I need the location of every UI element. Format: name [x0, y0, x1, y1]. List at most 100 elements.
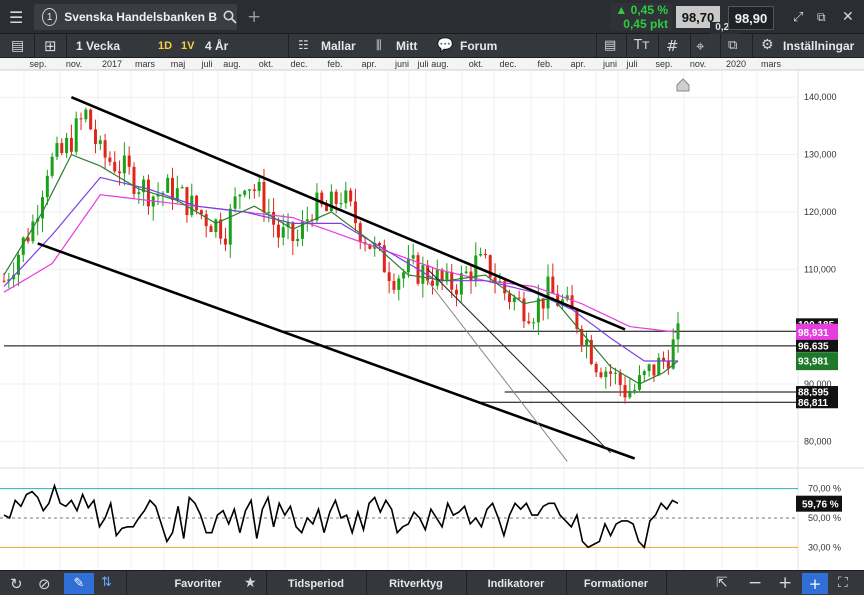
templates-icon[interactable]: ☷ — [298, 38, 309, 52]
bottom-divider — [366, 571, 367, 595]
formations-button[interactable]: Formationer — [583, 577, 649, 590]
ma-short-price-tag: 93,981 — [798, 357, 829, 368]
candle-body — [21, 237, 25, 255]
interval-select[interactable]: 1 Vecka — [76, 39, 121, 53]
candle-body — [353, 201, 357, 224]
candle-body — [291, 222, 295, 242]
expand-icon[interactable]: ⤢ — [793, 10, 804, 25]
zoom-out-icon[interactable]: − — [748, 573, 763, 593]
candle-body — [137, 192, 141, 194]
period-1d[interactable]: 1D — [158, 40, 173, 52]
gear-icon[interactable]: ⚙ — [761, 37, 774, 53]
scroll-marker[interactable] — [676, 78, 690, 92]
forum-button[interactable]: Forum — [460, 39, 498, 53]
bottom-divider — [266, 571, 267, 595]
legend-icon[interactable]: ▤ — [604, 38, 617, 53]
drawing-tools-button[interactable]: Ritverktyg — [389, 577, 443, 590]
candle-body — [373, 243, 377, 249]
candle-body — [440, 269, 444, 280]
indicator-bars-icon[interactable]: ⫼ — [376, 38, 382, 52]
x-tick-label: aug. — [431, 59, 449, 69]
zoom-fit-icon[interactable]: ⇱ — [716, 575, 728, 591]
fullscreen-icon[interactable]: ⛶ — [838, 575, 848, 591]
candle-body — [69, 137, 73, 152]
bid-price[interactable]: 98,70 — [676, 6, 720, 28]
candle-body — [257, 181, 261, 191]
sort-icon[interactable]: ⇅ — [101, 575, 112, 590]
candle-body — [508, 293, 511, 303]
star-icon[interactable]: ★ — [244, 575, 257, 591]
ask-price[interactable]: 98,90 — [728, 6, 774, 30]
moving-averages — [3, 153, 679, 385]
candle-body — [296, 238, 300, 242]
horizontal-levels[interactable] — [4, 330, 798, 403]
candle-body — [122, 155, 126, 174]
candle-body — [406, 258, 410, 273]
candle-body — [175, 188, 179, 200]
popout-icon[interactable]: ⧉ — [817, 10, 826, 24]
y-tick-label: 90,000 — [804, 379, 832, 389]
ma-long-price-tag: 98,931 — [798, 328, 829, 339]
timeperiod-button[interactable]: Tidsperiod — [287, 577, 345, 590]
x-tick-label: sep. — [29, 59, 46, 69]
favorites-button[interactable]: Favoriter — [174, 577, 222, 590]
period-4ar[interactable]: 4 År — [205, 39, 229, 53]
trendlines[interactable] — [37, 96, 636, 462]
grid-icon[interactable]: # — [666, 37, 679, 55]
candle-body — [599, 372, 603, 378]
chat-icon[interactable]: 💬 — [437, 38, 454, 53]
short-trend-2-line[interactable] — [427, 280, 568, 462]
short-trend-1-line[interactable] — [427, 268, 611, 454]
candle-body — [50, 156, 54, 176]
x-tick-label: okt. — [469, 59, 484, 69]
instrument-tab[interactable]: 1 Svenska Handelsbanken B — [34, 4, 237, 30]
candle-body — [585, 339, 589, 345]
candle-body — [613, 372, 617, 374]
refresh-icon[interactable]: ↻ — [10, 575, 23, 593]
indicators-button[interactable]: Indikatorer — [487, 577, 545, 590]
price-tags: 100,18598,93196,63593,98188,59586,81159,… — [796, 318, 842, 512]
candle-body — [483, 253, 487, 256]
crosshair-icon[interactable]: ⌖ — [696, 37, 705, 55]
x-tick-label: juli — [200, 59, 212, 69]
x-tick-label: apr. — [361, 59, 376, 69]
candle-body — [7, 279, 11, 282]
list-icon[interactable]: ▤ — [11, 38, 25, 54]
x-tick-label: mars — [135, 59, 155, 69]
chart-area[interactable]: sep. nov. 2017 mars maj juli aug. okt. dec. feb. a… — [0, 58, 864, 570]
x-tick-label: juli — [416, 59, 428, 69]
candle-body — [103, 140, 107, 158]
candle-body — [527, 321, 531, 324]
menu-icon[interactable]: ☰ — [9, 8, 24, 27]
candle-body — [171, 177, 174, 200]
period-1v[interactable]: 1V — [181, 40, 195, 52]
settings-button[interactable]: Inställningar — [783, 39, 855, 53]
candle-body — [315, 192, 319, 221]
candle-body — [570, 295, 574, 310]
toolbar-divider — [690, 34, 691, 57]
candle-body — [228, 208, 232, 245]
pencil-icon[interactable]: ✎ — [64, 573, 94, 594]
candle-body — [286, 222, 290, 228]
candle-body — [74, 118, 78, 152]
disable-icon[interactable]: ⊘ — [38, 575, 51, 593]
toolbar-divider — [596, 34, 597, 57]
font-size-icon[interactable]: Tт — [634, 38, 650, 53]
candle-body — [329, 191, 333, 212]
layout-icon[interactable]: ⊞ — [44, 37, 57, 55]
candle-body — [248, 189, 252, 191]
mine-button[interactable]: Mitt — [396, 39, 418, 53]
templates-button[interactable]: Mallar — [321, 39, 356, 53]
rsi-tick-label: 30,00 % — [808, 542, 841, 552]
close-icon[interactable]: ✕ — [842, 9, 854, 25]
copy-icon[interactable]: ⧉ — [728, 38, 738, 53]
candle-body — [93, 129, 97, 144]
plus-icon[interactable]: + — [247, 7, 262, 27]
toolbar-divider — [720, 34, 721, 57]
search-icon[interactable] — [223, 10, 237, 24]
lower-channel-line[interactable] — [37, 242, 636, 460]
upper-channel-line[interactable] — [70, 96, 626, 331]
zoom-in-icon[interactable]: + — [778, 573, 793, 593]
toolbar-divider — [658, 34, 659, 57]
crosshair-toggle-icon[interactable]: + — [802, 573, 828, 594]
